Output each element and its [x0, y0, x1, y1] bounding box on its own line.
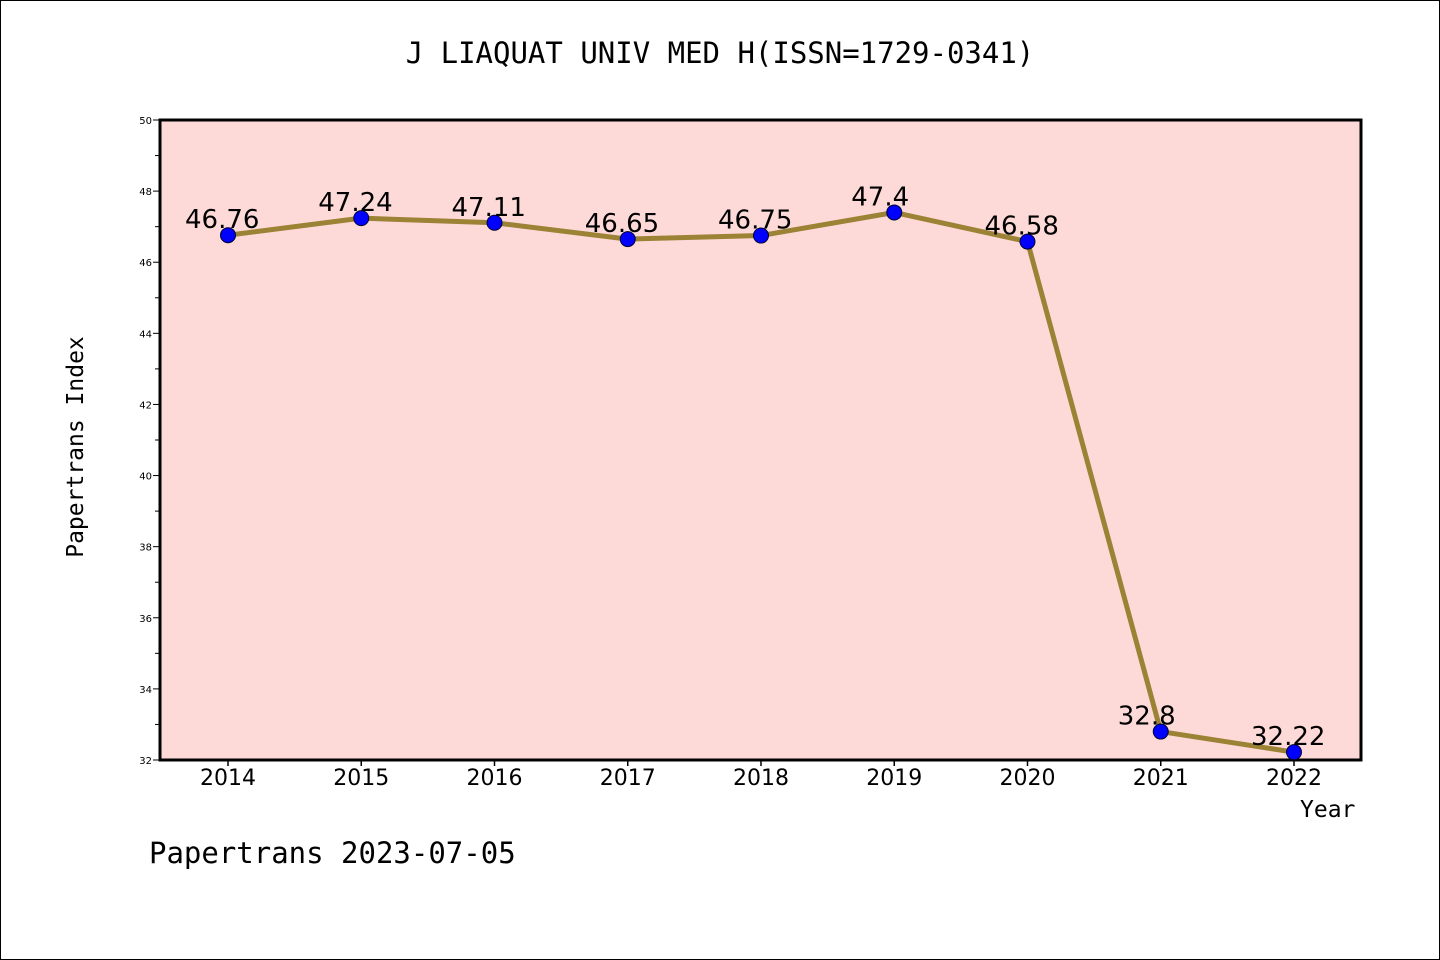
plot-area — [158, 118, 1363, 762]
y-tick-label: 36 — [139, 614, 152, 625]
x-tick-label: 2020 — [1000, 766, 1056, 791]
x-axis-label: Year — [1300, 797, 1356, 823]
x-tick-label: 2016 — [467, 766, 523, 791]
chart-title: J LIAQUAT UNIV MED H(ISSN=1729-0341) — [405, 36, 1035, 70]
y-tick-label: 32 — [139, 756, 152, 767]
footer-text: Papertrans 2023-07-05 — [149, 836, 516, 870]
data-label: 32.8 — [1118, 702, 1176, 732]
data-label: 47.4 — [851, 182, 909, 212]
data-label: 46.76 — [185, 205, 259, 235]
x-tick-label: 2017 — [600, 766, 656, 791]
data-point — [753, 227, 769, 244]
x-tick-label: 2015 — [333, 766, 389, 791]
data-point — [1152, 723, 1169, 740]
x-tick-label: 2019 — [866, 766, 922, 791]
data-point — [1286, 744, 1302, 761]
data-label: 46.75 — [718, 206, 792, 236]
data-point — [619, 231, 636, 248]
x-tick-label: 2022 — [1266, 766, 1322, 791]
data-label: 46.58 — [985, 212, 1059, 242]
y-tick-label: 46 — [139, 258, 152, 269]
data-point — [486, 214, 503, 231]
x-tick-label: 2021 — [1133, 766, 1189, 791]
y-tick-label: 38 — [139, 543, 152, 554]
data-point — [220, 227, 236, 244]
y-tick-label: 50 — [139, 116, 152, 127]
data-label: 47.11 — [452, 193, 526, 223]
x-tick-label: 2018 — [733, 766, 789, 791]
data-label: 32.22 — [1251, 722, 1325, 752]
data-point — [1019, 233, 1036, 250]
data-label: 47.24 — [318, 188, 392, 218]
y-tick-label: 42 — [139, 400, 152, 411]
data-point — [353, 210, 370, 227]
y-tick-label: 44 — [139, 329, 152, 340]
data-label: 46.65 — [585, 209, 659, 239]
y-tick-label: 48 — [139, 187, 152, 198]
y-tick-label: 40 — [139, 472, 152, 483]
y-tick-label: 34 — [139, 685, 152, 696]
data-point — [886, 204, 903, 221]
x-tick-label: 2014 — [200, 766, 256, 791]
